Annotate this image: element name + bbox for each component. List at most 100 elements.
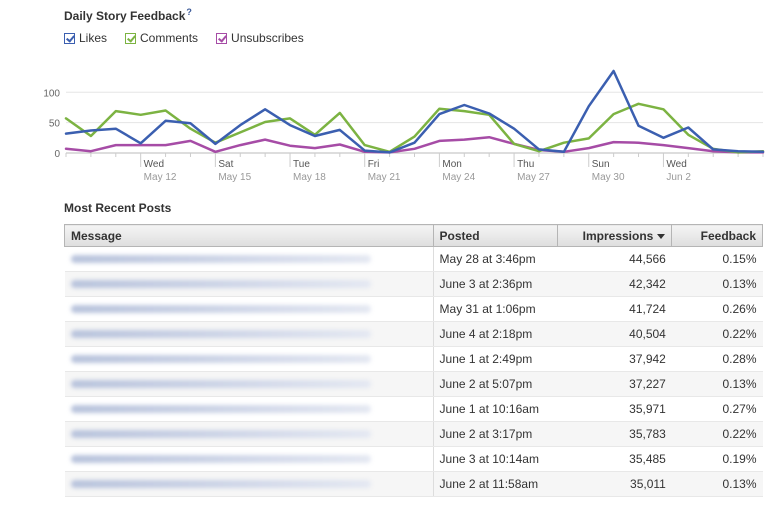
message-cell[interactable]: [64, 471, 434, 497]
impressions-cell: 41,724: [557, 296, 672, 322]
x-tick-date-label: Jun 2: [666, 172, 691, 183]
posted-header-label: Posted: [439, 228, 480, 243]
feedback-cell: 0.22%: [671, 321, 763, 347]
feedback-cell: 0.13%: [671, 471, 763, 497]
x-tick-day-label: Fri: [368, 159, 380, 170]
posted-cell: June 3 at 10:14am: [433, 446, 558, 472]
message-cell[interactable]: [64, 321, 434, 347]
message-cell[interactable]: [64, 271, 434, 297]
blurred-message-text[interactable]: [70, 255, 371, 263]
blurred-message-text[interactable]: [70, 355, 371, 363]
legend-toggle-comments[interactable]: Comments: [125, 31, 198, 45]
blurred-message-text[interactable]: [70, 280, 371, 288]
table-row[interactable]: June 3 at 10:14am 35,485 0.19%: [64, 446, 763, 472]
sort-desc-icon: [657, 233, 666, 239]
y-tick-label: 0: [54, 149, 60, 160]
impressions-cell: 42,342: [557, 271, 672, 297]
table-row[interactable]: May 28 at 3:46pm 44,566 0.15%: [64, 246, 763, 272]
posted-cell: June 2 at 5:07pm: [433, 371, 558, 397]
posted-cell: May 28 at 3:46pm: [433, 246, 558, 272]
legend-label-unsubscribes: Unsubscribes: [231, 31, 304, 45]
x-tick-day-label: Sun: [592, 159, 610, 170]
column-header-posted[interactable]: Posted: [432, 224, 558, 247]
feedback-cell: 0.13%: [671, 271, 763, 297]
impressions-cell: 37,227: [557, 371, 672, 397]
table-row[interactable]: June 2 at 5:07pm 37,227 0.13%: [64, 371, 763, 397]
recent-posts-title: Most Recent Posts: [64, 201, 172, 215]
legend-toggle-unsubscribes[interactable]: Unsubscribes: [216, 31, 304, 45]
blurred-message-text[interactable]: [70, 480, 371, 488]
message-cell[interactable]: [64, 246, 434, 272]
blurred-message-text[interactable]: [70, 405, 371, 413]
message-cell[interactable]: [64, 371, 434, 397]
column-header-impressions[interactable]: Impressions: [556, 224, 673, 247]
posted-cell: June 1 at 10:16am: [433, 396, 558, 422]
x-tick-day-label: Thu: [517, 159, 534, 170]
series-line-likes: [64, 69, 765, 154]
chart-title: Daily Story Feedback?: [64, 7, 192, 23]
chart-title-text: Daily Story Feedback: [64, 9, 186, 23]
x-tick-day-label: Mon: [442, 159, 461, 170]
message-cell[interactable]: [64, 421, 434, 447]
series-line-unsubscribes: [64, 135, 765, 154]
table-row[interactable]: June 2 at 11:58am 35,011 0.13%: [64, 471, 763, 497]
y-tick-label: 100: [43, 88, 60, 99]
impressions-header-label: Impressions: [582, 228, 654, 243]
x-tick-date-label: May 24: [442, 172, 475, 183]
x-tick-day-label: Wed: [144, 159, 164, 170]
likes-checkbox[interactable]: [64, 32, 75, 44]
blurred-message-text[interactable]: [70, 380, 371, 388]
impressions-cell: 35,783: [557, 421, 672, 447]
impressions-cell: 35,971: [557, 396, 672, 422]
feedback-cell: 0.15%: [671, 246, 763, 272]
table-row[interactable]: June 4 at 2:18pm 40,504 0.22%: [64, 321, 763, 347]
message-header-label: Message: [71, 228, 122, 243]
comments-checkbox[interactable]: [125, 32, 137, 44]
daily-feedback-line-chart: 0 50 100 Wed May 12 Sat May 15 Tue May 18 Fri May …: [43, 69, 765, 183]
feedback-header-label: Feedback: [700, 228, 756, 243]
impressions-cell: 40,504: [557, 321, 672, 347]
table-header-row: Message Posted Impressions Feedback: [64, 224, 763, 247]
feedback-cell: 0.22%: [671, 421, 763, 447]
x-tick-day-label: Tue: [293, 159, 310, 170]
blurred-message-text[interactable]: [70, 305, 371, 313]
x-tick-date-label: May 21: [368, 172, 401, 183]
posted-cell: June 1 at 2:49pm: [433, 346, 558, 372]
legend-toggle-likes[interactable]: Likes: [64, 31, 107, 45]
column-header-feedback[interactable]: Feedback: [671, 224, 763, 247]
feedback-cell: 0.13%: [671, 371, 763, 397]
legend-label-likes: Likes: [79, 31, 108, 45]
table-row[interactable]: May 31 at 1:06pm 41,724 0.26%: [64, 296, 763, 322]
message-cell[interactable]: [64, 296, 434, 322]
table-row[interactable]: June 3 at 2:36pm 42,342 0.13%: [64, 271, 763, 297]
blurred-message-text[interactable]: [70, 455, 371, 463]
posted-cell: May 31 at 1:06pm: [433, 296, 558, 322]
blurred-message-text[interactable]: [70, 330, 371, 338]
x-tick-date-label: May 18: [293, 172, 326, 183]
posted-cell: June 2 at 3:17pm: [433, 421, 558, 447]
posted-cell: June 2 at 11:58am: [433, 471, 558, 497]
table-row[interactable]: June 2 at 3:17pm 35,783 0.22%: [64, 421, 763, 447]
table-row[interactable]: June 1 at 10:16am 35,971 0.27%: [64, 396, 763, 422]
x-tick-date-label: May 12: [144, 172, 177, 183]
help-link[interactable]: ?: [186, 7, 192, 17]
message-cell[interactable]: [64, 346, 434, 372]
impressions-cell: 44,566: [557, 246, 672, 272]
impressions-cell: 37,942: [557, 346, 672, 372]
message-cell[interactable]: [64, 446, 434, 472]
x-tick-date-label: May 15: [218, 172, 251, 183]
feedback-cell: 0.26%: [671, 296, 763, 322]
table-row[interactable]: June 1 at 2:49pm 37,942 0.28%: [64, 346, 763, 372]
column-header-message[interactable]: Message: [64, 224, 434, 247]
x-tick-date-label: May 30: [592, 172, 625, 183]
legend-label-comments: Comments: [140, 31, 199, 45]
x-tick-date-label: May 27: [517, 172, 550, 183]
impressions-cell: 35,011: [557, 471, 672, 497]
unsubscribes-checkbox[interactable]: [216, 32, 228, 44]
impressions-cell: 35,485: [557, 446, 672, 472]
feedback-cell: 0.27%: [671, 396, 763, 422]
blurred-message-text[interactable]: [70, 430, 371, 438]
message-cell[interactable]: [64, 396, 434, 422]
x-tick-day-label: Sat: [218, 159, 233, 170]
feedback-cell: 0.19%: [671, 446, 763, 472]
